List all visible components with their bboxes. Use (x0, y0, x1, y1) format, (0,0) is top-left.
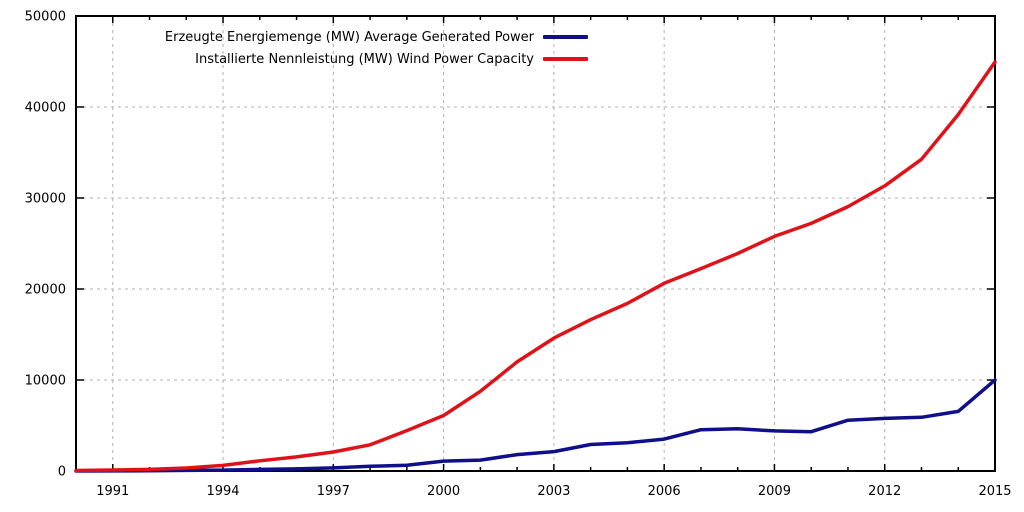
legend-swatch-generated-power (543, 35, 588, 39)
x-tick-label-2015: 2015 (978, 484, 1011, 499)
y-tick-label-30000: 30000 (25, 192, 66, 207)
legend-item-wind-capacity: Installierte Nennleistung (MW) Wind Powe… (0, 48, 588, 70)
legend-label-generated-power: Erzeugte Energiemenge (MW) Average Gener… (164, 29, 534, 45)
y-tick-label-20000: 20000 (25, 283, 66, 298)
x-tick-label-2003: 2003 (537, 484, 570, 499)
x-tick-label-2009: 2009 (758, 484, 791, 499)
legend-item-generated-power: Erzeugte Energiemenge (MW) Average Gener… (0, 26, 588, 48)
x-tick-label-1997: 1997 (317, 484, 350, 499)
x-tick-label-1994: 1994 (206, 484, 239, 499)
legend-label-wind-capacity: Installierte Nennleistung (MW) Wind Powe… (195, 51, 534, 67)
y-tick-label-10000: 10000 (25, 374, 66, 389)
plot-border (75, 15, 996, 472)
y-tick-label-0: 0 (58, 465, 66, 480)
x-tick-label-2012: 2012 (868, 484, 901, 499)
series-line-1 (74, 60, 997, 473)
x-tick-label-2006: 2006 (648, 484, 681, 499)
legend-swatch-wind-capacity (543, 57, 588, 61)
x-tick-label-1991: 1991 (96, 484, 129, 499)
y-tick-label-50000: 50000 (25, 10, 66, 25)
series-line-0 (74, 378, 997, 473)
legend: Erzeugte Energiemenge (MW) Average Gener… (0, 26, 588, 70)
y-tick-label-40000: 40000 (25, 101, 66, 116)
x-tick-label-2000: 2000 (427, 484, 460, 499)
